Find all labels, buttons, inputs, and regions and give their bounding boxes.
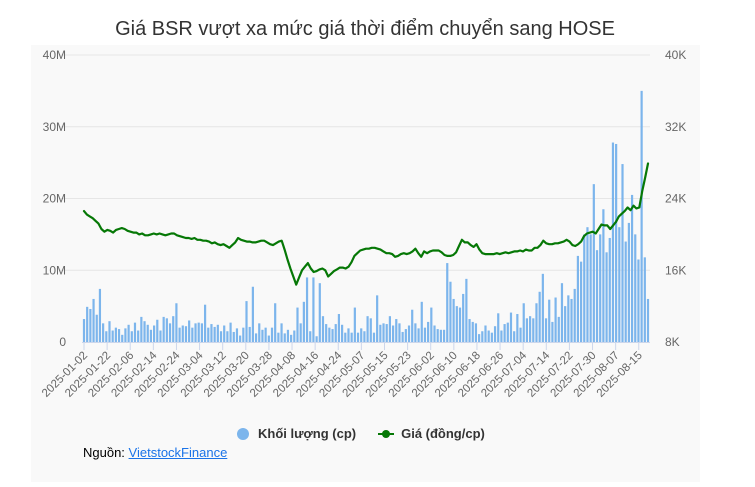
svg-text:10M: 10M [43,263,66,277]
svg-text:0: 0 [59,335,66,349]
svg-text:32K: 32K [665,120,686,134]
price-line [82,162,650,286]
legend-volume-label: Khối lượng (cp) [258,426,357,441]
svg-text:20M: 20M [43,192,66,206]
legend-item-price[interactable]: Giá (đồng/cp) [378,426,485,441]
source-prefix: Nguồn: [83,445,129,460]
svg-text:24K: 24K [665,192,686,206]
legend: Khối lượng (cp) Giá (đồng/cp) [237,426,507,441]
svg-text:30M: 30M [43,120,66,134]
svg-text:8K: 8K [665,335,680,349]
gridlines [60,54,650,271]
svg-text:40K: 40K [665,48,686,62]
x-axis: 2025-01-022025-01-222025-02-062025-02-14… [40,342,650,400]
left-axis-volume: 40M 30M 20M 10M 0 [43,48,67,349]
svg-text:40M: 40M [43,48,66,62]
legend-item-volume[interactable]: Khối lượng (cp) [237,426,356,441]
svg-text:16K: 16K [665,263,686,277]
chart-title: Giá BSR vượt xa mức giá thời điểm chuyển… [115,18,615,40]
source-note: Nguồn: VietstockFinance [83,445,227,460]
volume-bars [82,90,650,342]
legend-price-label: Giá (đồng/cp) [401,426,485,441]
source-link[interactable]: VietstockFinance [128,445,228,460]
line-marker-icon [378,428,395,440]
circle-marker-icon [237,427,249,440]
right-axis-price: 40K 32K 24K 16K 8K [665,48,686,349]
